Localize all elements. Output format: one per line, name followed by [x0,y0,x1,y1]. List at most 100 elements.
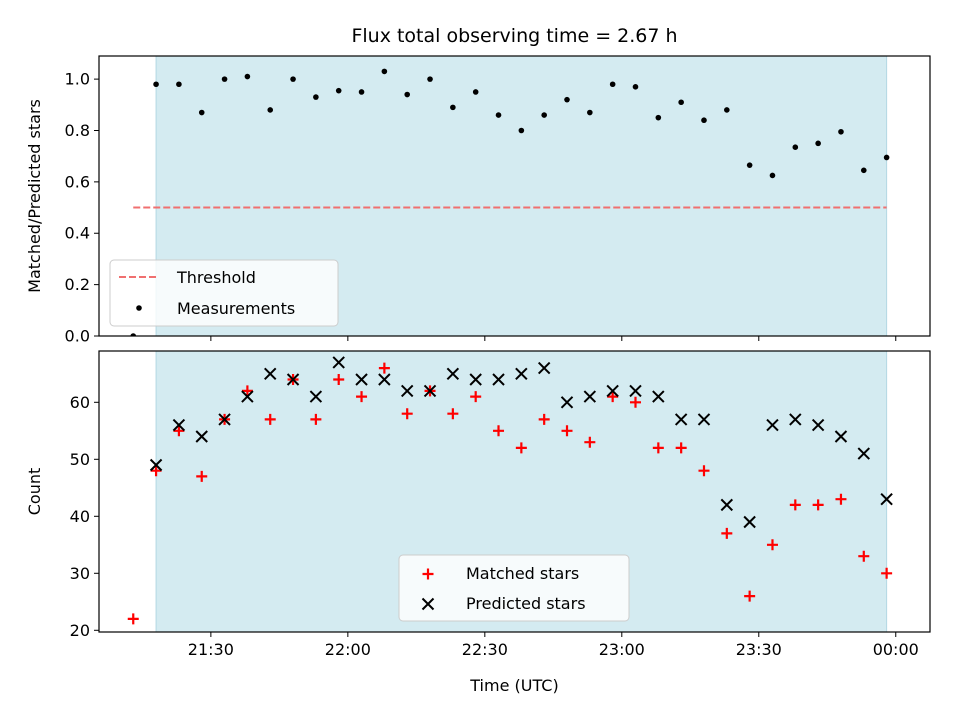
x-tick-label: 22:30 [462,640,508,659]
series-predicted-stars [149,356,893,529]
data-point [290,76,296,82]
data-point [697,413,711,426]
data-point [721,527,733,539]
data-point [812,499,824,511]
axes-frame [98,55,931,337]
data-point [149,458,163,472]
data-marks [127,356,893,625]
legend-box [109,259,339,327]
legend-box [398,554,630,622]
data-point [789,499,801,511]
data-point [609,81,616,88]
data-point [537,361,551,375]
legend-label-predicted: Predicted stars [466,594,586,613]
data-point [518,127,525,134]
series-measurements [130,68,890,336]
data-point [766,539,778,551]
data-point [309,390,323,403]
data-point [675,442,687,454]
data-point [652,390,665,403]
ratio-panel: 0.0 0.2 0.4 0.6 0.8 1.0 Flux total observing t… [25,25,931,346]
x-tick-label: 00:00 [873,640,919,659]
data-point [241,390,254,403]
y-tick-label: 0.6 [65,172,90,191]
data-point [561,425,573,437]
data-point [378,373,391,386]
legend-label-measurements: Measurements [177,299,295,318]
data-point [674,413,688,426]
data-point [538,413,550,425]
data-point [195,430,208,443]
data-point [515,442,527,454]
data-point [766,418,779,432]
y-tick-label: 0.0 [65,327,90,346]
data-point [130,333,137,336]
data-point [652,442,664,454]
data-point [176,81,182,88]
data-point [447,408,459,420]
data-point [724,107,730,113]
data-point [834,430,848,443]
data-point [632,84,639,90]
data-point [495,112,502,118]
x-tick-label: 22:00 [325,640,371,659]
data-point [196,470,208,482]
data-point [743,515,756,529]
data-point [310,413,322,425]
data-point [883,154,890,161]
legend-swatch-matched [422,568,434,580]
data-point [857,447,871,460]
data-point [218,413,231,426]
data-point [469,373,482,386]
x-tick-label: 23:30 [736,640,782,659]
data-point [564,96,570,103]
data-point [173,425,185,437]
data-point [815,140,821,147]
data-point [264,413,276,425]
y-tick-label: 1.0 [65,70,90,89]
data-point [607,391,619,403]
x-tick-label: 23:00 [599,640,645,659]
data-point [655,114,662,121]
data-point [698,465,710,477]
data-point [313,94,319,100]
data-point [401,408,413,420]
data-point [172,418,186,432]
legend-swatch-predicted [421,597,435,611]
data-point [267,107,274,113]
data-point [515,367,528,381]
data-point [198,109,205,116]
data-point [356,391,368,403]
legend-label-matched: Matched stars [466,564,579,583]
data-point [811,418,825,432]
legend: Threshold Measurements [109,259,339,327]
data-point [423,384,437,398]
data-point [241,385,253,397]
legend: Matched stars Predicted stars [398,554,630,622]
data-point [492,373,505,386]
data-point [880,492,893,506]
data-point [606,384,619,398]
data-point [541,112,547,118]
data-point [153,81,159,88]
data-point [446,367,460,381]
series-matched-stars [127,362,893,625]
data-point [355,373,368,386]
y-axis-label: Matched/Predicted stars [25,99,44,293]
data-point [286,373,300,386]
data-point [792,144,799,150]
data-point [858,550,870,562]
data-point [450,104,456,111]
x-axis-label: Time (UTC) [469,676,558,695]
data-point [838,128,844,135]
data-point [583,390,597,403]
data-point [127,613,139,625]
data-point [221,76,228,82]
data-point [744,590,756,602]
data-point [427,76,433,82]
y-tick-label: 30 [70,564,90,583]
data-point [629,396,641,408]
y-tick-label: 60 [70,393,90,412]
data-point [678,99,684,106]
data-point [860,167,867,174]
